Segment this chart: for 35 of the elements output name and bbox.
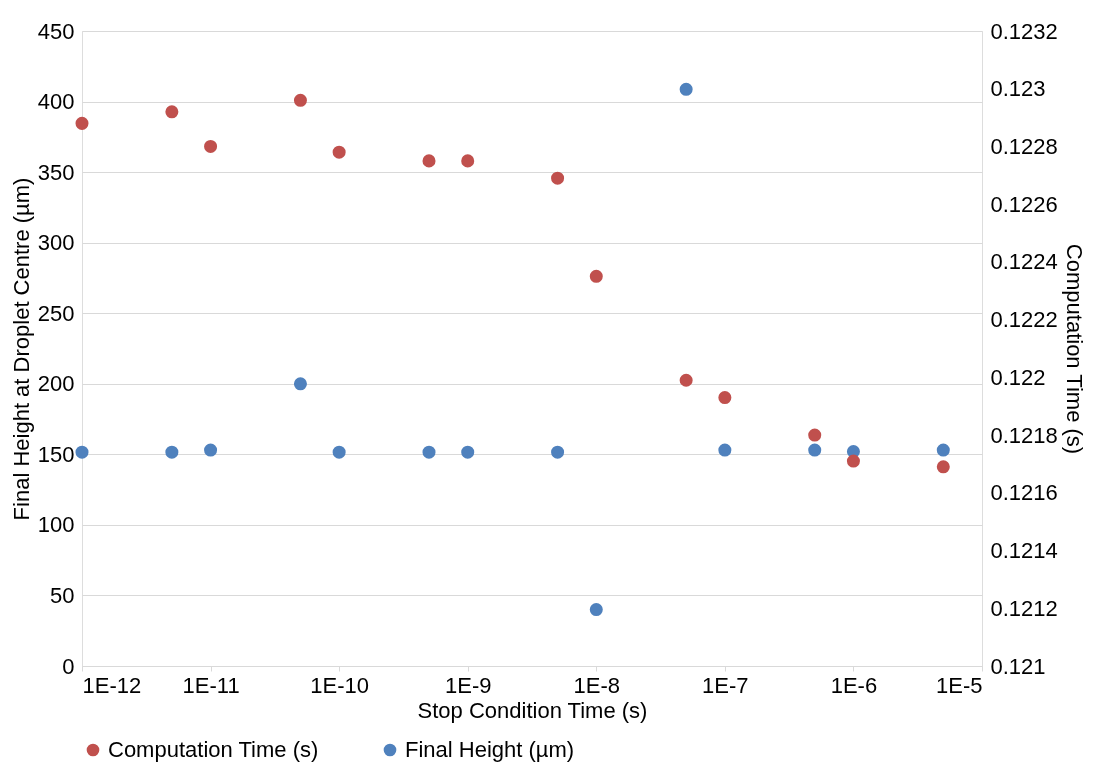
y2-tick-label: 0.1214 xyxy=(990,538,1058,564)
y-tick-label: 0 xyxy=(62,653,75,679)
y-axis-title: Final Height at Droplet Centre (µm) xyxy=(8,177,34,521)
y-tick-label: 100 xyxy=(37,512,75,538)
y-tick-label: 300 xyxy=(37,230,75,256)
legend-label: Final Height (µm) xyxy=(405,737,575,762)
y2-tick-label: 0.1226 xyxy=(990,191,1058,217)
x-tick-label: 1E-5 xyxy=(936,672,983,698)
legend-label: Computation Time (s) xyxy=(108,737,319,762)
y2-tick-label: 0.123 xyxy=(990,76,1046,102)
y-tick-label: 350 xyxy=(37,159,75,185)
y2-tick-label: 0.1218 xyxy=(990,422,1058,448)
y2-axis-title: Computation Time (s) xyxy=(1061,243,1087,455)
y2-tick-label: 0.1216 xyxy=(990,480,1058,506)
y2-tick-label: 0.122 xyxy=(990,364,1046,390)
y-tick-label: 450 xyxy=(37,18,75,44)
y-tick-label: 50 xyxy=(50,582,75,608)
x-tick-label: 1E-10 xyxy=(310,672,369,698)
x-axis-title: Stop Condition Time (s) xyxy=(417,697,648,723)
x-tick-label: 1E-11 xyxy=(182,672,240,698)
y-tick-label: 400 xyxy=(37,89,75,115)
y2-tick-label: 0.1222 xyxy=(990,307,1058,333)
y-tick-label: 250 xyxy=(37,300,75,326)
y2-tick-label: 0.1232 xyxy=(990,18,1058,44)
x-tick-label: 1E-12 xyxy=(82,672,142,698)
y-tick-label: 150 xyxy=(37,441,75,467)
y-tick-label: 200 xyxy=(37,371,75,397)
x-tick-label: 1E-7 xyxy=(702,672,749,698)
y2-tick-label: 0.1212 xyxy=(990,595,1058,621)
y2-tick-label: 0.1224 xyxy=(990,249,1058,275)
x-tick-label: 1E-9 xyxy=(444,672,492,698)
y2-tick-label: 0.1228 xyxy=(990,133,1058,159)
x-tick-label: 1E-8 xyxy=(573,672,621,698)
x-tick-label: 1E-6 xyxy=(830,672,878,698)
y2-tick-label: 0.121 xyxy=(990,653,1046,679)
